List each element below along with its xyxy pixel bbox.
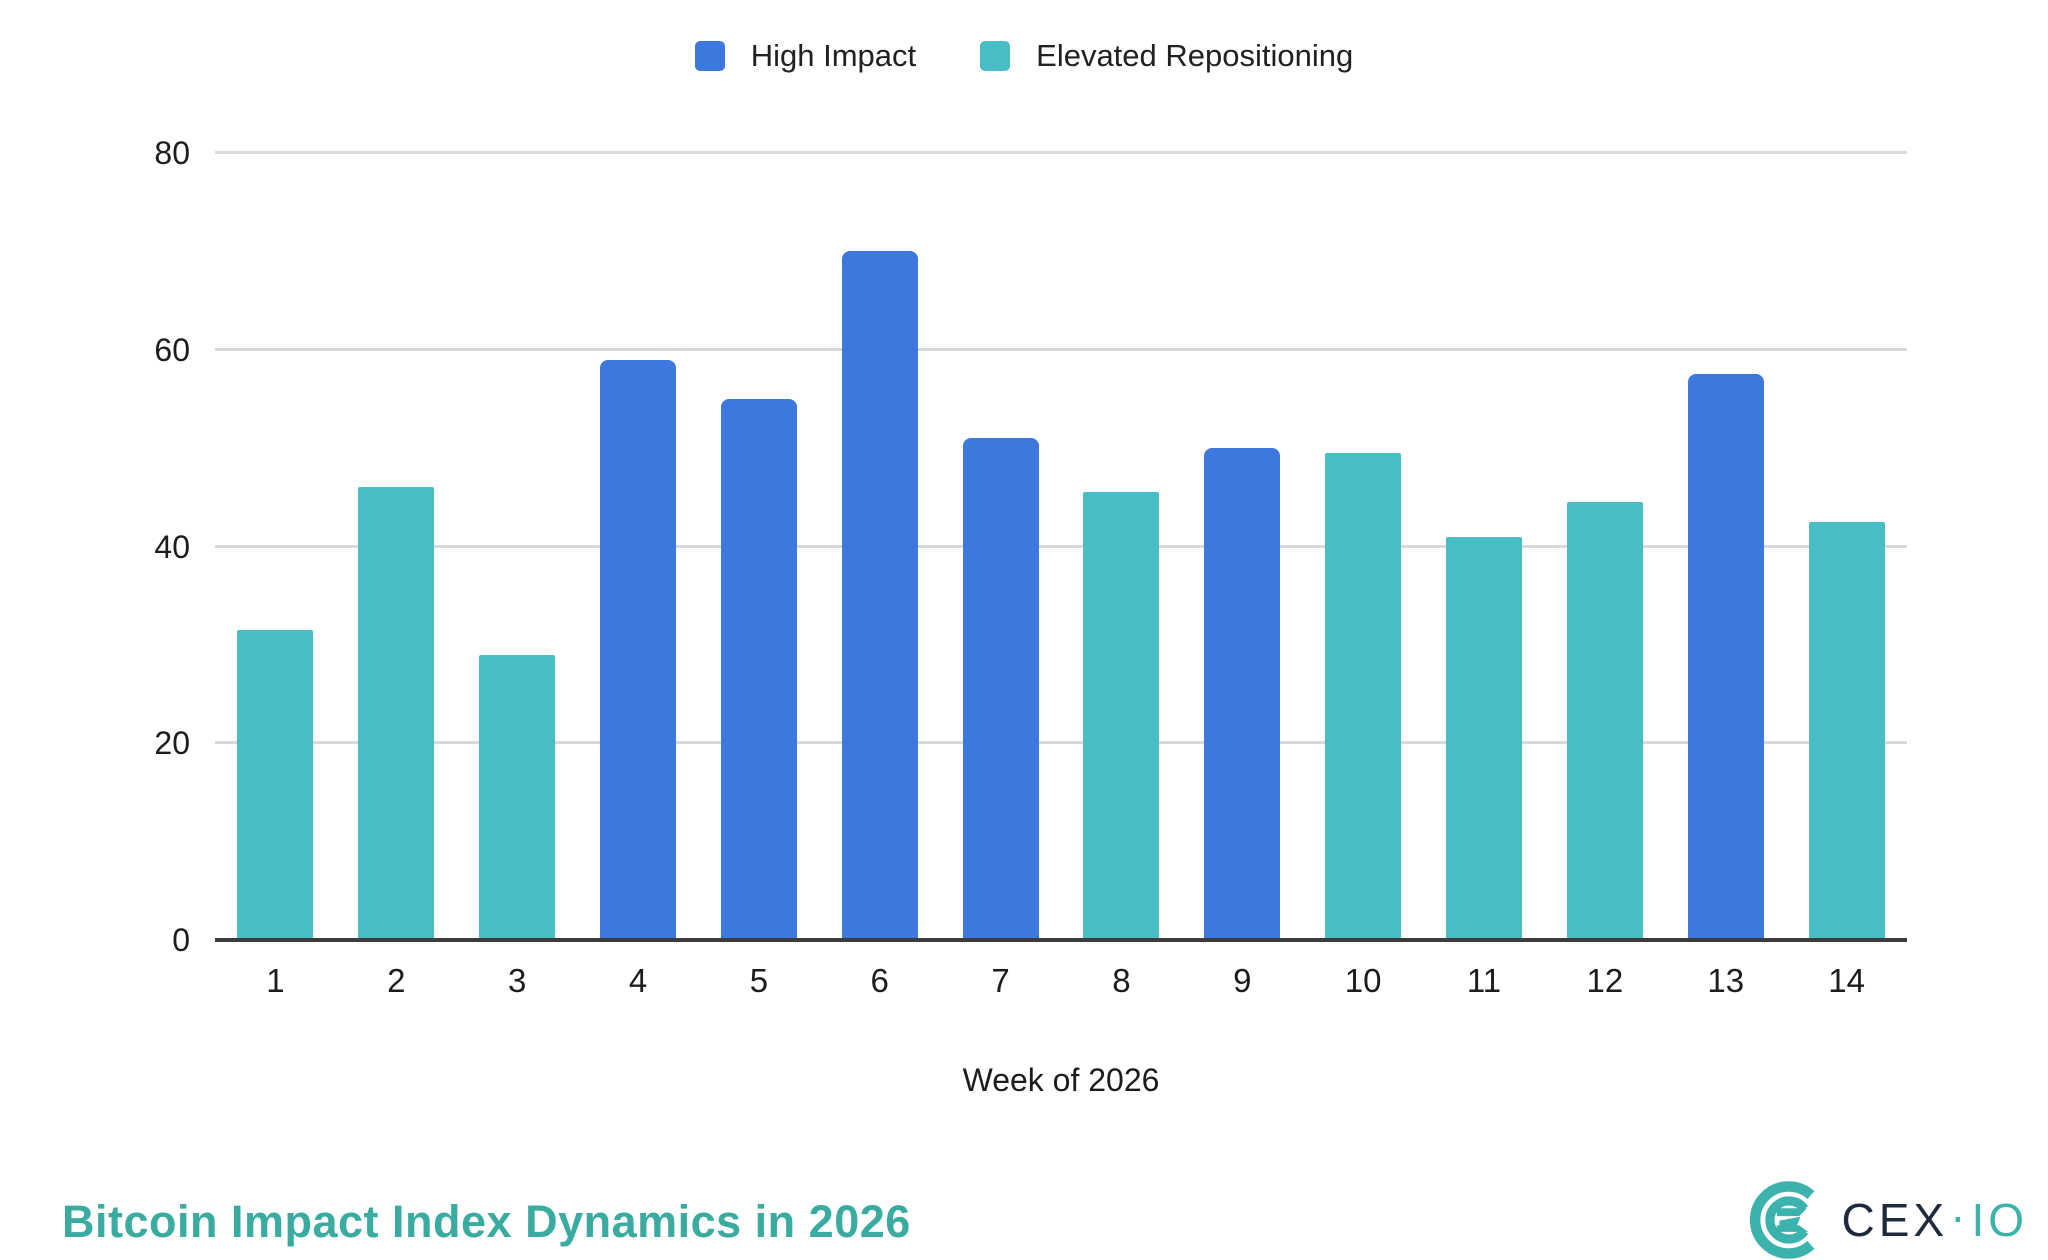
bar-slot-week-13 xyxy=(1665,153,1786,940)
legend-label-elevated-repositioning: Elevated Repositioning xyxy=(1036,38,1354,73)
bar-week-6 xyxy=(841,251,918,940)
bar-slot-week-8 xyxy=(1061,153,1182,940)
cexio-logo-text: CEX · IO xyxy=(1841,1190,2028,1247)
x-axis-title: Week of 2026 xyxy=(962,1062,1160,1098)
x-tick-label-1: 1 xyxy=(266,962,285,999)
bar-week-8 xyxy=(1083,492,1160,940)
logo-text-io: IO xyxy=(1971,1194,2028,1246)
x-axis-line xyxy=(215,938,1907,942)
cexio-logo: CEX · IO xyxy=(1744,1178,2028,1260)
chart-title: Bitcoin Impact Index Dynamics in 2026 xyxy=(62,1196,911,1247)
x-tick-label-2: 2 xyxy=(387,962,406,999)
bar-slot-week-5 xyxy=(698,153,819,940)
x-tick-label-3: 3 xyxy=(507,962,527,999)
bar-week-7 xyxy=(962,438,1039,940)
bar-slot-week-9 xyxy=(1182,153,1303,940)
bar-slot-week-6 xyxy=(819,153,940,940)
bar-week-10 xyxy=(1325,453,1402,940)
bar-slot-week-3 xyxy=(457,153,578,940)
x-tick-label-11: 11 xyxy=(1466,962,1502,999)
bar-week-11 xyxy=(1446,536,1523,940)
x-tick-label-6: 6 xyxy=(870,962,889,999)
bar-slot-week-2 xyxy=(336,153,457,940)
x-tick-label-13: 13 xyxy=(1707,962,1745,999)
gridline-80 xyxy=(215,151,1907,154)
bar-week-13 xyxy=(1687,374,1764,940)
x-tick-label-14: 14 xyxy=(1828,962,1865,999)
x-tick-label-4: 4 xyxy=(628,962,648,999)
bar-week-1 xyxy=(237,630,314,940)
y-tick-label-0: 0 xyxy=(172,922,190,958)
bar-week-2 xyxy=(358,487,435,940)
bar-week-12 xyxy=(1566,502,1643,940)
legend-swatch-high-impact xyxy=(694,41,725,71)
gridline-20 xyxy=(215,741,1907,745)
bar-week-9 xyxy=(1204,448,1281,940)
bars-container xyxy=(215,153,1907,940)
legend-item-high-impact: High Impact xyxy=(694,38,917,74)
y-tick-label-20: 20 xyxy=(154,725,190,762)
x-tick-label-9: 9 xyxy=(1233,962,1252,999)
x-tick-label-7: 7 xyxy=(991,962,1010,999)
gridline-60 xyxy=(215,347,1907,351)
bar-slot-week-11 xyxy=(1424,153,1545,940)
bar-week-3 xyxy=(479,654,556,940)
y-tick-label-80: 80 xyxy=(154,135,190,171)
x-tick-labels: 1 2 3 4 5 6 7 8 9 10 11 12 13 14 xyxy=(215,962,1907,1000)
x-tick-label-10: 10 xyxy=(1344,962,1382,999)
logo-separator-dot: · xyxy=(1950,1190,1970,1242)
legend-item-elevated-repositioning: Elevated Repositioning xyxy=(980,38,1353,74)
cexio-logo-mark xyxy=(1749,1181,1814,1259)
bar-week-14 xyxy=(1808,521,1885,940)
bar-slot-week-1 xyxy=(215,153,336,940)
x-tick-label-8: 8 xyxy=(1112,962,1131,999)
plot-area: 0 20 40 60 80 xyxy=(154,137,1907,956)
legend-label-high-impact: High Impact xyxy=(750,38,917,73)
y-tick-label-60: 60 xyxy=(154,331,190,368)
bar-slot-week-12 xyxy=(1544,153,1665,940)
bar-slot-week-7 xyxy=(940,153,1061,940)
bar-week-4 xyxy=(600,359,676,940)
bar-slot-week-14 xyxy=(1786,153,1907,940)
y-tick-label-40: 40 xyxy=(154,528,190,565)
x-tick-label-5: 5 xyxy=(749,962,769,999)
legend-swatch-elevated-repositioning xyxy=(980,41,1011,71)
bar-slot-week-10 xyxy=(1303,153,1424,940)
legend: High Impact Elevated Repositioning xyxy=(0,38,2048,74)
gridline-40 xyxy=(215,544,1907,548)
logo-text-cex: CEX xyxy=(1841,1194,1949,1246)
bar-week-5 xyxy=(720,398,797,940)
x-tick-label-12: 12 xyxy=(1586,962,1624,999)
bar-slot-week-4 xyxy=(578,153,699,940)
